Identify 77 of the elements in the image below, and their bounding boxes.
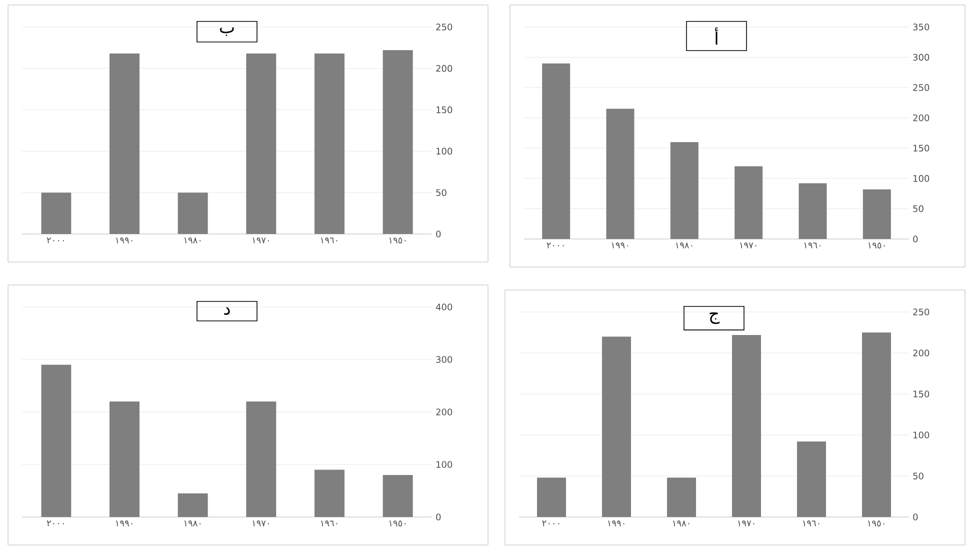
x-tick-label: ١٩٥٠ [868, 520, 884, 526]
x-tick-label: ١٩٧٠ [740, 242, 756, 248]
y-tick-label: 200 [913, 114, 930, 122]
chart-title: ج [710, 312, 720, 324]
bar [670, 142, 698, 239]
x-tick-label: ١٩٦٠ [803, 520, 820, 526]
y-tick-label: 0 [913, 236, 918, 242]
x-tick-label: ١٩٦٠ [804, 242, 820, 248]
bar [862, 189, 891, 239]
y-tick-label: 50 [436, 189, 446, 196]
x-tick-label: ١٩٥٠ [389, 520, 406, 526]
chart-title: أ [715, 27, 718, 45]
bar [314, 470, 344, 517]
y-tick-label: 100 [436, 461, 452, 468]
x-tick-label: ١٩٨٠ [673, 520, 690, 526]
x-tick-label: ١٩٩٠ [116, 238, 132, 244]
y-tick-label: 200 [436, 408, 452, 416]
y-tick-label: 0 [436, 230, 441, 238]
y-tick-label: 250 [913, 308, 930, 316]
x-tick-label: ٢٠٠٠ [546, 242, 564, 248]
bar [314, 53, 344, 234]
x-tick-label: ١٩٧٠ [252, 520, 269, 526]
bar [542, 63, 570, 239]
bar [732, 334, 762, 517]
bar [382, 50, 413, 234]
bar [602, 336, 632, 517]
y-tick-label: 0 [436, 514, 441, 520]
y-tick-label: 250 [913, 84, 930, 91]
y-tick-label: 100 [914, 432, 930, 438]
y-tick-label: 150 [436, 106, 452, 114]
y-tick-label: 250 [436, 24, 452, 30]
x-tick-label: ١٩٥٠ [389, 238, 406, 244]
bar [110, 402, 140, 517]
bar [667, 478, 696, 517]
x-tick-label: ١٩٩٠ [612, 242, 628, 248]
x-tick-label: ١٩٩٠ [116, 520, 132, 526]
y-tick-label: 300 [913, 54, 930, 61]
x-tick-label: ١٩٨٠ [184, 520, 201, 526]
x-tick-label: ١٩٧٠ [738, 520, 754, 526]
bar [41, 192, 72, 234]
bar [797, 442, 826, 517]
bar [41, 364, 72, 517]
bar [246, 402, 276, 517]
y-tick-label: 150 [914, 144, 930, 152]
bar [606, 108, 634, 239]
bar [246, 53, 276, 234]
x-tick-label: ١٩٨٠ [184, 238, 201, 244]
y-tick-label: 200 [436, 64, 452, 72]
x-tick-label: ١٩٦٠ [321, 238, 338, 244]
bar [537, 478, 566, 517]
bar [798, 183, 827, 239]
bar [178, 192, 208, 234]
x-tick-label: ١٩٩٠ [608, 520, 624, 526]
y-tick-label: 100 [914, 175, 930, 182]
x-tick-label: ٢٠٠٠ [46, 238, 64, 244]
x-tick-label: ١٩٨٠ [676, 242, 692, 248]
bar [382, 475, 413, 517]
bar [734, 166, 763, 239]
y-tick-label: 400 [436, 304, 452, 310]
y-tick-label: 350 [913, 24, 930, 30]
chart-title: ب [220, 27, 234, 36]
y-tick-label: 50 [913, 472, 924, 480]
x-tick-label: ٢٠٠٠ [46, 520, 64, 526]
chart-title: د [224, 307, 230, 315]
x-tick-label: ٢٠٠٠ [542, 520, 560, 526]
x-tick-label: ١٩٥٠ [868, 242, 885, 248]
x-tick-label: ١٩٧٠ [252, 238, 269, 244]
x-tick-label: ١٩٦٠ [321, 520, 338, 526]
y-tick-label: 150 [914, 390, 930, 398]
y-tick-label: 100 [436, 148, 452, 155]
y-tick-label: 300 [436, 356, 452, 363]
y-tick-label: 200 [913, 350, 930, 356]
y-tick-label: 0 [913, 514, 918, 520]
bar [110, 53, 140, 234]
bar [178, 493, 208, 517]
y-tick-label: 50 [913, 205, 924, 212]
bar [862, 332, 892, 517]
